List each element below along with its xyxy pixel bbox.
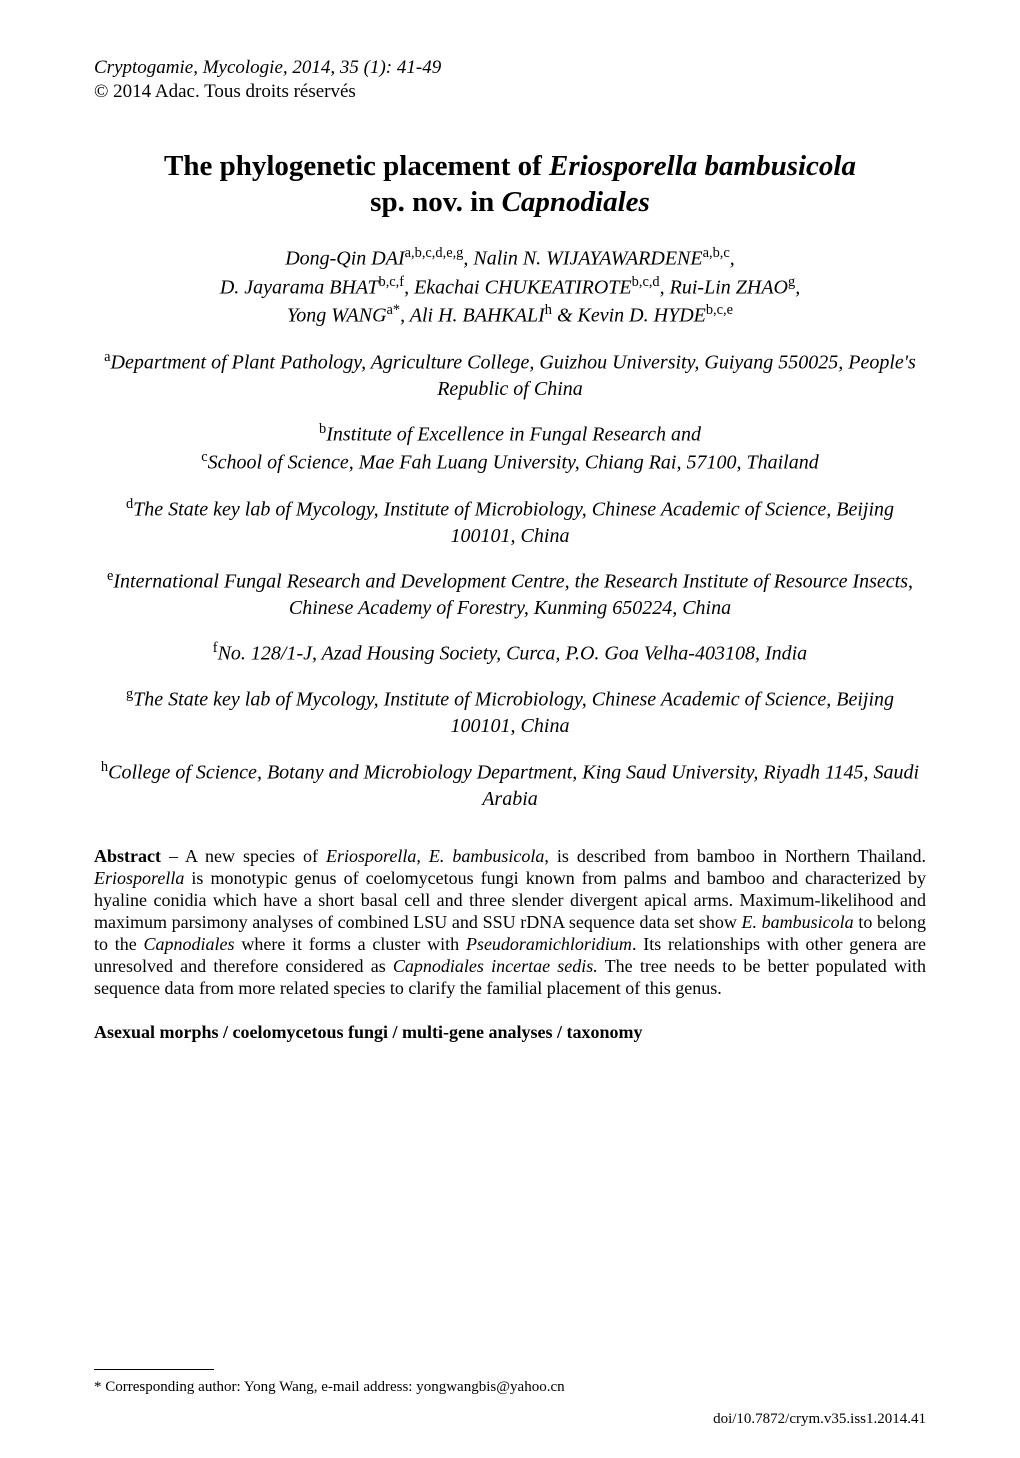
- author-7: Ali H. BAHKALI: [410, 305, 545, 327]
- footnote-text: Corresponding author: Yong Wang, e-mail …: [102, 1379, 565, 1395]
- footnote-rule: [94, 1369, 214, 1370]
- affil-text-e: International Fungal Research and Develo…: [113, 571, 913, 619]
- affiliation-e: eInternational Fungal Research and Devel…: [94, 567, 926, 621]
- author-1-affil: a,b,c,d,e,g: [405, 245, 464, 261]
- abstract-i5: Pseudoramichloridium: [466, 934, 632, 954]
- doi: doi/10.7872/crym.v35.iss1.2014.41: [713, 1411, 926, 1428]
- sep: ,: [730, 248, 735, 270]
- affiliation-f: fNo. 128/1-J, Azad Housing Society, Curc…: [94, 639, 926, 667]
- title-text-1: The phylogenetic placement of: [164, 150, 549, 182]
- affil-text-h: College of Science, Botany and Microbiol…: [108, 762, 919, 810]
- abstract-i4: Capnodiales: [144, 934, 235, 954]
- abstract-i2: Eriosporella: [94, 868, 184, 888]
- page: Cryptogamie, Mycologie, 2014, 35 (1): 41…: [0, 0, 1020, 1458]
- affil-text-b: Institute of Excellence in Fungal Resear…: [326, 424, 701, 446]
- copyright-line: © 2014 Adac. Tous droits réservés: [94, 80, 926, 104]
- author-2-affil: a,b,c: [703, 245, 730, 261]
- affil-text-d: The State key lab of Mycology, Institute…: [133, 498, 894, 546]
- author-4: Ekachai CHUKEATIROTE: [414, 276, 632, 298]
- sep: &: [552, 305, 578, 327]
- abstract-i6: Capnodiales incertae sedis.: [393, 956, 598, 976]
- author-1: Dong-Qin DAI: [285, 248, 404, 270]
- sep: ,: [660, 276, 670, 298]
- sep: ,: [463, 248, 473, 270]
- corresponding-footnote: * Corresponding author: Yong Wang, e-mai…: [94, 1379, 926, 1396]
- affil-text-c: School of Science, Mae Fah Luang Univers…: [208, 452, 819, 474]
- affiliation-g: gThe State key lab of Mycology, Institut…: [94, 685, 926, 739]
- abstract-dash: –: [161, 846, 185, 866]
- abstract-i1: Eriosporella, E. bambusicola: [326, 846, 544, 866]
- affil-text-a: Department of Plant Pathology, Agricultu…: [111, 352, 916, 400]
- author-5: Rui-Lin ZHAO: [670, 276, 788, 298]
- affiliation-h: hCollege of Science, Botany and Microbio…: [94, 758, 926, 812]
- affiliation-a: aDepartment of Plant Pathology, Agricult…: [94, 348, 926, 402]
- footnote-marker: *: [94, 1379, 102, 1395]
- abstract-t2: , is described from bamboo in Northern T…: [544, 846, 926, 866]
- author-4-affil: b,c,d: [632, 274, 660, 290]
- affiliations-block: aDepartment of Plant Pathology, Agricult…: [94, 348, 926, 812]
- author-8-affil: b,c,e: [706, 302, 733, 318]
- author-3-affil: b,c,f: [379, 274, 405, 290]
- keywords: Asexual morphs / coelomycetous fungi / m…: [94, 1022, 926, 1043]
- author-2: Nalin N. WIJAYAWARDENE: [473, 248, 702, 270]
- abstract-i3: E. bambusicola: [742, 912, 854, 932]
- author-3: D. Jayarama BHAT: [220, 276, 379, 298]
- author-7-affil: h: [545, 302, 552, 318]
- title-text-2: sp. nov. in: [370, 186, 501, 218]
- abstract-t5: where it forms a cluster with: [235, 934, 466, 954]
- journal-header: Cryptogamie, Mycologie, 2014, 35 (1): 41…: [94, 56, 926, 104]
- affiliation-d: dThe State key lab of Mycology, Institut…: [94, 495, 926, 549]
- title-species-2: Capnodiales: [502, 186, 650, 218]
- author-6-affil: a*: [387, 302, 401, 318]
- authors-block: Dong-Qin DAIa,b,c,d,e,g, Nalin N. WIJAYA…: [94, 244, 926, 330]
- abstract-t1: A new species of: [185, 846, 326, 866]
- author-8: Kevin D. HYDE: [578, 305, 706, 327]
- author-6: Yong WANG: [287, 305, 387, 327]
- affiliation-bc: bInstitute of Excellence in Fungal Resea…: [94, 420, 926, 476]
- title-species-1: Eriosporella bambusicola: [549, 150, 856, 182]
- abstract: Abstract – A new species of Eriosporella…: [94, 846, 926, 1000]
- article-title: The phylogenetic placement of Eriosporel…: [94, 148, 926, 221]
- sep: ,: [400, 305, 410, 327]
- affil-text-f: No. 128/1-J, Azad Housing Society, Curca…: [218, 643, 808, 665]
- sep: ,: [404, 276, 414, 298]
- sep: ,: [795, 276, 800, 298]
- journal-citation: Cryptogamie, Mycologie, 2014, 35 (1): 41…: [94, 56, 926, 80]
- affil-text-g: The State key lab of Mycology, Institute…: [133, 689, 894, 737]
- abstract-label: Abstract: [94, 846, 161, 866]
